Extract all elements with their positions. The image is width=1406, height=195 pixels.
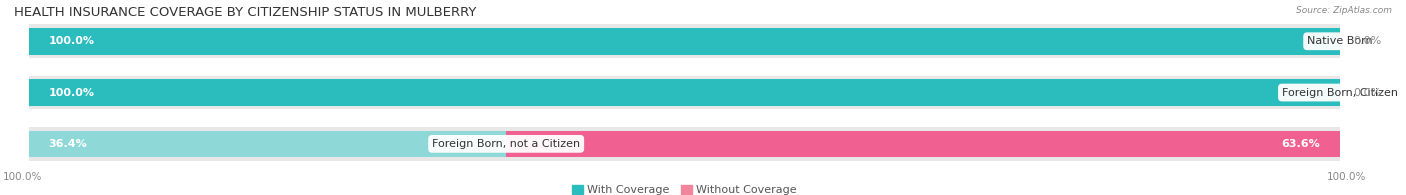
Text: 100.0%: 100.0%	[49, 36, 94, 46]
Text: 63.6%: 63.6%	[1281, 139, 1320, 149]
Text: 100.0%: 100.0%	[1327, 172, 1367, 182]
Bar	[30, 24, 1340, 58]
Text: Native Born: Native Born	[1308, 36, 1372, 46]
Text: 0.0%: 0.0%	[1353, 88, 1381, 98]
Text: Source: ZipAtlas.com: Source: ZipAtlas.com	[1296, 6, 1392, 15]
Text: 0.0%: 0.0%	[1353, 36, 1381, 46]
Text: Foreign Born, Citizen: Foreign Born, Citizen	[1282, 88, 1398, 98]
Bar	[506, 130, 1340, 157]
Text: 36.4%: 36.4%	[49, 139, 87, 149]
Bar	[30, 79, 1340, 106]
Text: HEALTH INSURANCE COVERAGE BY CITIZENSHIP STATUS IN MULBERRY: HEALTH INSURANCE COVERAGE BY CITIZENSHIP…	[14, 6, 477, 19]
Legend: With Coverage, Without Coverage: With Coverage, Without Coverage	[572, 185, 797, 195]
Bar	[30, 28, 1340, 55]
Text: Foreign Born, not a Citizen: Foreign Born, not a Citizen	[432, 139, 581, 149]
Bar	[30, 130, 506, 157]
Text: 100.0%: 100.0%	[3, 172, 42, 182]
Text: 100.0%: 100.0%	[49, 88, 94, 98]
Bar	[30, 76, 1340, 109]
Bar	[30, 127, 1340, 161]
